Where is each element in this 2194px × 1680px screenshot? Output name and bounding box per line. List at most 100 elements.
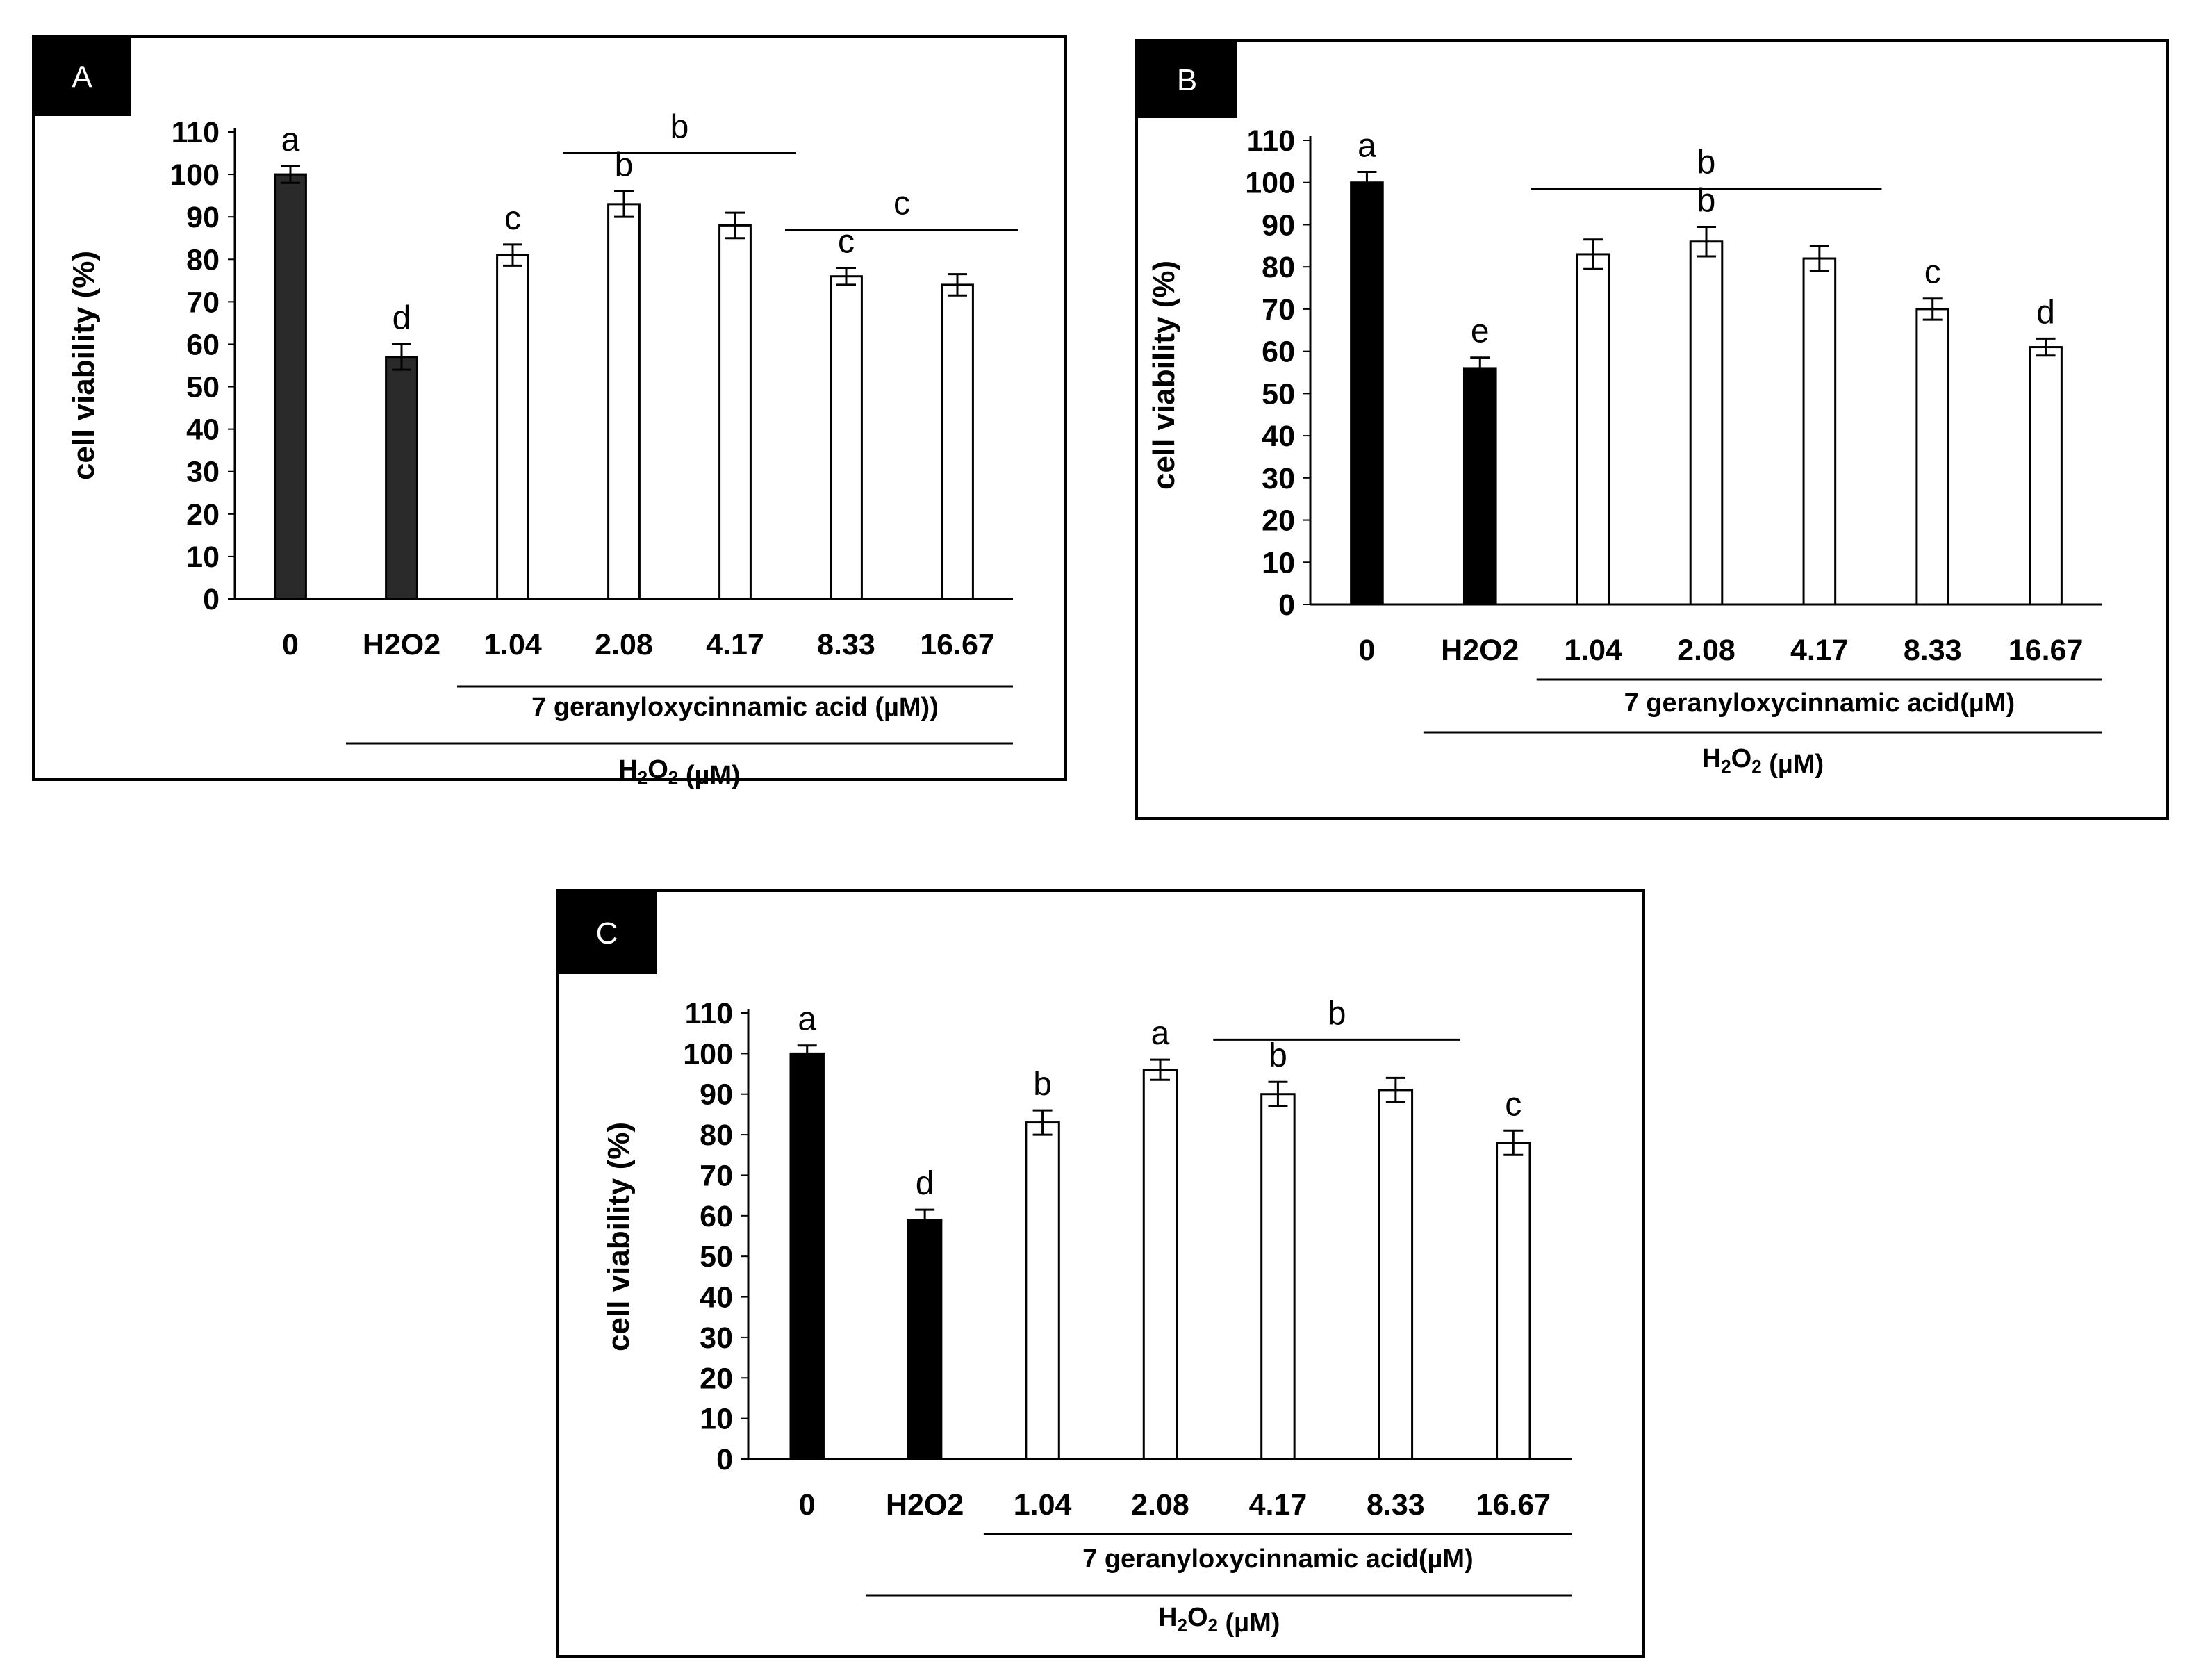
bar — [496, 254, 529, 600]
x-tick-label: H2O2 — [363, 628, 440, 661]
error-bar — [1357, 171, 1377, 195]
x-tick-label: 1.04 — [1564, 634, 1622, 667]
y-tick-label: 70 — [700, 1159, 733, 1192]
y-tick-label: 20 — [186, 498, 220, 532]
bar — [1689, 240, 1724, 606]
bar — [274, 173, 307, 600]
y-tick-label: 90 — [1262, 208, 1295, 242]
significance-group-letter: b — [1697, 144, 1716, 181]
significance-letter: e — [1471, 313, 1490, 350]
significance-letter: c — [504, 200, 521, 237]
y-axis-label: cell viability (%) — [602, 1122, 636, 1351]
error-bar — [2036, 337, 2056, 357]
error-bar — [1385, 1076, 1405, 1103]
panel-b: B 0 10 20 30 40 50 60 70 80 90 100 110 cell viability… — [1135, 39, 2169, 820]
x-group-label: H2O2 (µM) — [1702, 744, 1824, 779]
error-bar — [1922, 297, 1943, 321]
panel-label: C — [596, 916, 618, 950]
bar — [941, 283, 974, 600]
x-tick-label: 0 — [282, 628, 299, 661]
bar — [1496, 1142, 1531, 1460]
bar — [718, 224, 752, 600]
x-group-label: 7 geranyloxycinnamic acid(µM) — [1624, 689, 2015, 718]
error-bar — [503, 243, 522, 267]
y-tick-label: 0 — [716, 1443, 733, 1476]
x-group-label: H2O2 (µM) — [618, 755, 740, 790]
y-tick-label: 80 — [1262, 251, 1295, 284]
panel-label-box — [1137, 40, 1237, 118]
x-tick-label: 16.67 — [920, 628, 995, 661]
error-bar — [1150, 1058, 1170, 1081]
significance-group-letter: c — [893, 185, 910, 222]
bar — [1260, 1093, 1296, 1460]
panel-frame — [556, 889, 1645, 1658]
bar — [385, 356, 418, 600]
bar — [1576, 253, 1610, 606]
y-tick-label: 10 — [700, 1403, 733, 1436]
y-tick-label: 50 — [1262, 377, 1295, 411]
y-tick-label: 50 — [700, 1240, 733, 1274]
x-tick-label: 16.67 — [1476, 1488, 1551, 1522]
significance-letter: d — [393, 299, 411, 336]
bar — [830, 275, 863, 600]
y-tick-label: 30 — [1262, 462, 1295, 495]
x-tick-label: 1.04 — [1014, 1488, 1072, 1522]
y-axis-label: cell viability (%) — [1147, 261, 1181, 490]
bar — [2029, 346, 2063, 606]
y-tick-label: 10 — [186, 541, 220, 574]
y-tick-label: 0 — [203, 583, 220, 616]
error-bar — [836, 266, 856, 286]
panel-c: C 0 10 20 30 40 50 60 70 80 90 100 110 cell viability… — [556, 889, 1645, 1658]
x-tick-label: 8.33 — [1367, 1488, 1425, 1522]
significance-group-letter: b — [1328, 995, 1346, 1032]
x-tick-label: 2.08 — [595, 628, 653, 661]
error-bar — [1809, 245, 1829, 272]
significance-letter: a — [1358, 128, 1376, 165]
x-tick-label: 4.17 — [706, 628, 764, 661]
y-tick-label: 40 — [1262, 420, 1295, 453]
x-tick-label: 16.67 — [2009, 634, 2084, 667]
x-group-label: H2O2 (µM) — [1158, 1603, 1280, 1638]
y-axis-label: cell viability (%) — [67, 251, 101, 480]
y-tick-label: 0 — [1278, 588, 1295, 622]
error-bar — [915, 1208, 935, 1231]
y-tick-label: 60 — [1262, 336, 1295, 369]
y-tick-label: 30 — [700, 1321, 733, 1355]
significance-letter: d — [2036, 294, 2055, 331]
error-bar — [1697, 225, 1716, 258]
bar — [1378, 1089, 1414, 1460]
x-group-label: 7 geranyloxycinnamic acid(µM) — [1082, 1545, 1474, 1574]
y-tick-label: 110 — [685, 997, 733, 1030]
x-tick-label: 0 — [799, 1488, 816, 1522]
x-tick-label: 2.08 — [1131, 1488, 1189, 1522]
bar — [1025, 1121, 1060, 1460]
y-tick-label: 110 — [172, 116, 220, 149]
error-bar — [1032, 1109, 1053, 1136]
y-tick-label: 60 — [186, 328, 220, 361]
y-tick-label: 70 — [1262, 293, 1295, 327]
y-tick-label: 50 — [186, 371, 220, 404]
y-tick-label: 60 — [700, 1200, 733, 1233]
x-tick-label: H2O2 — [886, 1488, 964, 1522]
significance-letter: a — [281, 122, 300, 158]
y-tick-label: 70 — [186, 286, 220, 319]
bar — [1142, 1069, 1178, 1460]
significance-letter: d — [916, 1165, 934, 1202]
significance-letter: c — [1924, 254, 1941, 291]
panel-label-box — [557, 891, 657, 974]
significance-letter: b — [1033, 1066, 1052, 1103]
error-bar — [1268, 1080, 1288, 1107]
x-tick-label: 8.33 — [1904, 634, 1962, 667]
y-tick-label: 90 — [700, 1078, 733, 1112]
error-bar — [797, 1044, 817, 1063]
panel-label: A — [72, 60, 92, 94]
y-tick-label: 110 — [1247, 124, 1295, 158]
bar — [1350, 181, 1384, 606]
y-tick-label: 40 — [700, 1281, 733, 1315]
x-tick-label: 4.17 — [1249, 1488, 1308, 1522]
significance-letter: a — [1151, 1015, 1170, 1052]
x-tick-label: 2.08 — [1677, 634, 1735, 667]
y-tick-label: 30 — [186, 456, 220, 489]
y-tick-label: 20 — [1262, 504, 1295, 538]
